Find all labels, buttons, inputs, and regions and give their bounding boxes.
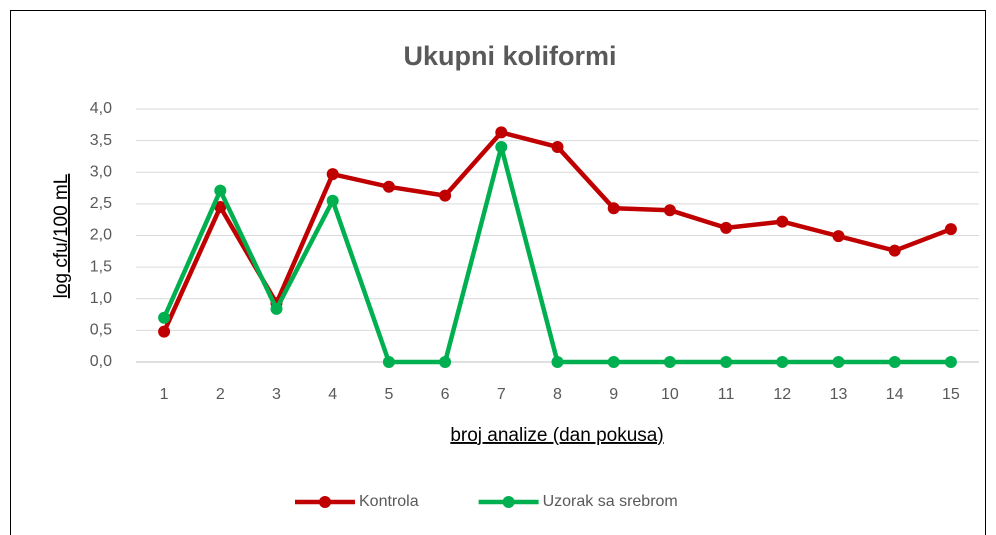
x-tick-label: 7 bbox=[497, 386, 506, 403]
data-point bbox=[326, 194, 339, 207]
y-tick-label: 2,5 bbox=[90, 195, 112, 212]
data-point bbox=[607, 202, 620, 215]
data-point bbox=[551, 356, 564, 368]
x-tick-label: 6 bbox=[441, 386, 450, 403]
data-point bbox=[158, 325, 171, 338]
y-tick-label: 1,0 bbox=[90, 290, 112, 307]
chart-title: Ukupni koliformi bbox=[403, 41, 616, 71]
data-point bbox=[776, 215, 789, 228]
legend-label: Uzorak sa srebrom bbox=[543, 493, 678, 510]
data-point bbox=[832, 230, 845, 243]
y-tick-label: 0,5 bbox=[90, 322, 112, 339]
x-axis-title: broj analize (dan pokusa) bbox=[450, 425, 663, 446]
x-tick-label: 15 bbox=[942, 386, 960, 403]
y-tick-label: 1,5 bbox=[90, 258, 112, 275]
x-tick-label: 5 bbox=[384, 386, 393, 403]
data-point bbox=[663, 356, 676, 368]
data-point bbox=[663, 204, 676, 217]
data-point bbox=[382, 180, 395, 193]
data-point bbox=[944, 356, 957, 368]
data-point bbox=[551, 140, 564, 153]
data-point bbox=[720, 356, 733, 368]
data-point bbox=[776, 356, 789, 368]
data-point bbox=[158, 311, 171, 324]
data-point bbox=[888, 356, 901, 368]
data-point bbox=[888, 244, 901, 257]
data-point bbox=[214, 184, 227, 197]
x-tick-label: 2 bbox=[216, 386, 225, 403]
y-tick-label: 0,0 bbox=[90, 353, 112, 370]
x-tick-label: 1 bbox=[160, 386, 169, 403]
legend-marker bbox=[502, 496, 515, 508]
x-tick-label: 10 bbox=[661, 386, 679, 403]
data-point bbox=[832, 356, 845, 368]
y-tick-label: 3,5 bbox=[90, 132, 112, 149]
data-point bbox=[495, 140, 508, 153]
x-tick-label: 13 bbox=[830, 386, 848, 403]
data-point bbox=[270, 302, 283, 315]
y-tick-label: 4,0 bbox=[90, 100, 112, 117]
x-tick-label: 8 bbox=[553, 386, 562, 403]
data-point bbox=[439, 356, 452, 368]
data-point bbox=[720, 221, 733, 234]
data-point bbox=[382, 356, 395, 368]
x-tick-label: 9 bbox=[609, 386, 618, 403]
data-point bbox=[944, 223, 957, 236]
x-tick-label: 4 bbox=[328, 386, 337, 403]
data-point bbox=[439, 189, 452, 202]
legend-marker bbox=[319, 496, 331, 508]
y-tick-label: 3,0 bbox=[90, 163, 112, 180]
x-tick-label: 11 bbox=[718, 386, 735, 403]
x-tick-label: 12 bbox=[773, 386, 791, 403]
data-point bbox=[214, 201, 227, 214]
legend-label: Kontrola bbox=[359, 493, 419, 510]
x-tick-label: 14 bbox=[886, 386, 904, 403]
data-point bbox=[607, 356, 620, 368]
y-tick-label: 2,0 bbox=[90, 227, 112, 244]
x-tick-label: 3 bbox=[272, 386, 281, 403]
data-point bbox=[495, 126, 508, 139]
y-axis-title: log cfu/100 mL bbox=[51, 174, 72, 299]
chart-frame bbox=[10, 10, 986, 535]
data-point bbox=[326, 168, 339, 181]
